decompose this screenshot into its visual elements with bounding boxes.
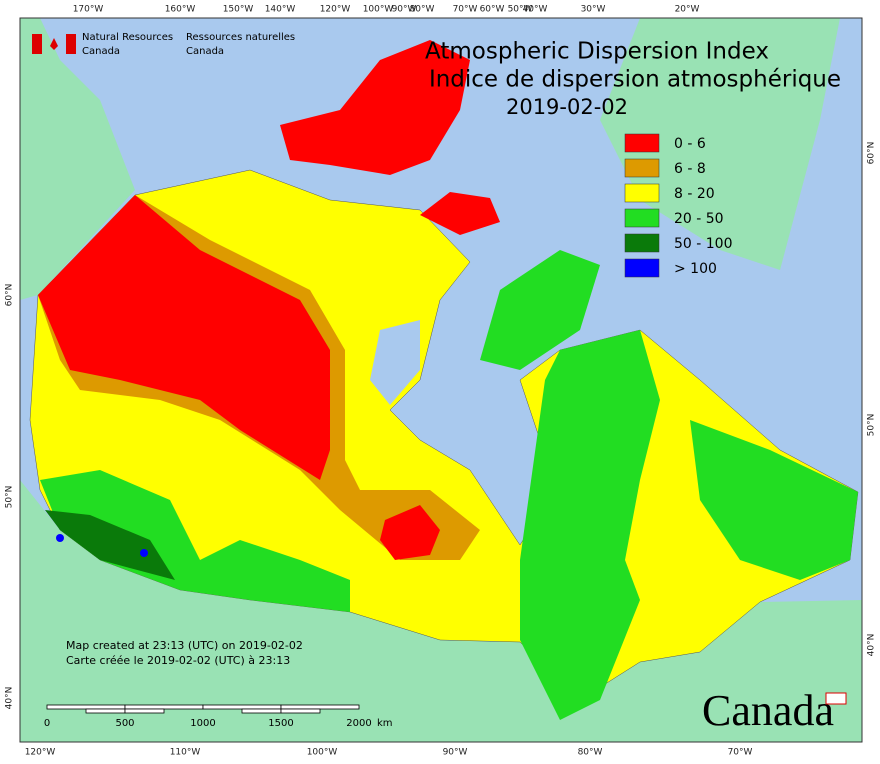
zone-over-100 [140, 549, 148, 557]
lon-label: 70°W [453, 5, 478, 15]
agency-en: Canada [82, 46, 120, 57]
scale-segment [85, 708, 126, 714]
zone-0-6-arctic [280, 40, 470, 175]
zone-0-6 [380, 505, 440, 560]
lat-label: 50°N [5, 486, 15, 509]
footer: Map created at 23:13 (UTC) on 2019-02-02 [66, 639, 303, 652]
zone-20-50 [690, 420, 858, 580]
scale-label: 2000 [346, 718, 371, 729]
lon-label: 100°W [363, 5, 394, 15]
lat-label: 60°N [5, 284, 15, 307]
footer: Carte créée le 2019-02-02 (UTC) à 23:13 [66, 654, 290, 667]
lon-label: 30°W [581, 5, 606, 15]
legend-label: 6 - 8 [674, 161, 706, 177]
scale-label: 0 [44, 718, 50, 729]
lon-label: 70°W [728, 748, 753, 758]
lon-label: 90°W [443, 748, 468, 758]
wordmark-flag [825, 692, 847, 705]
zone-0-6-baffin [420, 192, 500, 235]
scale-bar: 0 500 1000 1500 2000 km [44, 704, 393, 729]
lon-label: 150°W [223, 5, 254, 15]
frame [19, 17, 863, 743]
legend-swatch [624, 258, 660, 278]
scale-segment [46, 704, 126, 710]
legend-label: 50 - 100 [674, 236, 733, 252]
alaska [20, 18, 135, 300]
usa [20, 480, 862, 742]
scale-segment [124, 704, 204, 710]
legend-swatch [624, 208, 660, 228]
agency-fr: Ressources naturelles [186, 32, 295, 43]
graticule: 170°W 160°W 150°W 140°W 120°W 100°W90°W80°W 70… [5, 5, 877, 758]
title: Indice de dispersion atmosphérique [429, 67, 841, 93]
lat-label: 60°N [867, 142, 877, 165]
lon-label: 90°W [392, 5, 417, 15]
lon-label: 100°W [307, 748, 338, 758]
zone-over-100 [56, 534, 64, 542]
lon-label: 40°W [523, 5, 548, 15]
lon-label: 50°W [508, 5, 533, 15]
lat-label: 40°N [5, 687, 15, 710]
zone-20-50 [480, 250, 600, 370]
lon-label: 170°W [73, 5, 104, 15]
lat-label: 50°N [867, 414, 877, 437]
legend-label: 8 - 20 [674, 186, 715, 202]
hudson-bay [370, 320, 420, 405]
scale-segment [280, 708, 321, 714]
legend-swatch [624, 183, 660, 203]
agency-en: Natural Resources [82, 32, 173, 43]
lat-label: 40°N [867, 634, 877, 657]
lon-label: 120°W [25, 748, 56, 758]
scale-segment [202, 704, 282, 710]
scale-unit: km [377, 718, 393, 729]
agency-fr: Canada [186, 46, 224, 57]
scale-label: 1000 [190, 718, 215, 729]
legend-swatch [624, 133, 660, 153]
date: 2019-02-02 [506, 95, 628, 119]
legend-swatch [624, 233, 660, 253]
scale-label: 500 [115, 718, 134, 729]
scale-segment [241, 708, 282, 714]
lon-label: 120°W [320, 5, 351, 15]
legend-label: 20 - 50 [674, 211, 724, 227]
legend: 0 - 6 6 - 8 8 - 20 20 - 50 50 - 100 > 100 [624, 133, 733, 278]
lon-label: 160°W [165, 5, 196, 15]
scale-segment [280, 704, 360, 710]
flag-bar [32, 34, 42, 54]
zone-20-50 [40, 470, 350, 612]
legend-swatch [624, 158, 660, 178]
lon-label: 80°W [410, 5, 435, 15]
lon-label: 60°W [480, 5, 505, 15]
zone-50-100 [45, 510, 175, 580]
wordmark: Canada [702, 686, 834, 735]
greenland [600, 18, 840, 270]
flag-leaf [50, 38, 58, 50]
scale-segment [124, 708, 165, 714]
legend-label: 0 - 6 [674, 136, 706, 152]
lon-label: 80°W [578, 748, 603, 758]
lon-label: 20°W [675, 5, 700, 15]
lon-label: 140°W [265, 5, 296, 15]
zone-0-6 [38, 195, 330, 480]
zone-20-50 [520, 330, 660, 720]
scale-label: 1500 [268, 718, 293, 729]
title: Atmospheric Dispersion Index [425, 39, 769, 65]
legend-label: > 100 [674, 261, 717, 277]
lon-label: 110°W [170, 748, 201, 758]
flag-bar [66, 34, 76, 54]
